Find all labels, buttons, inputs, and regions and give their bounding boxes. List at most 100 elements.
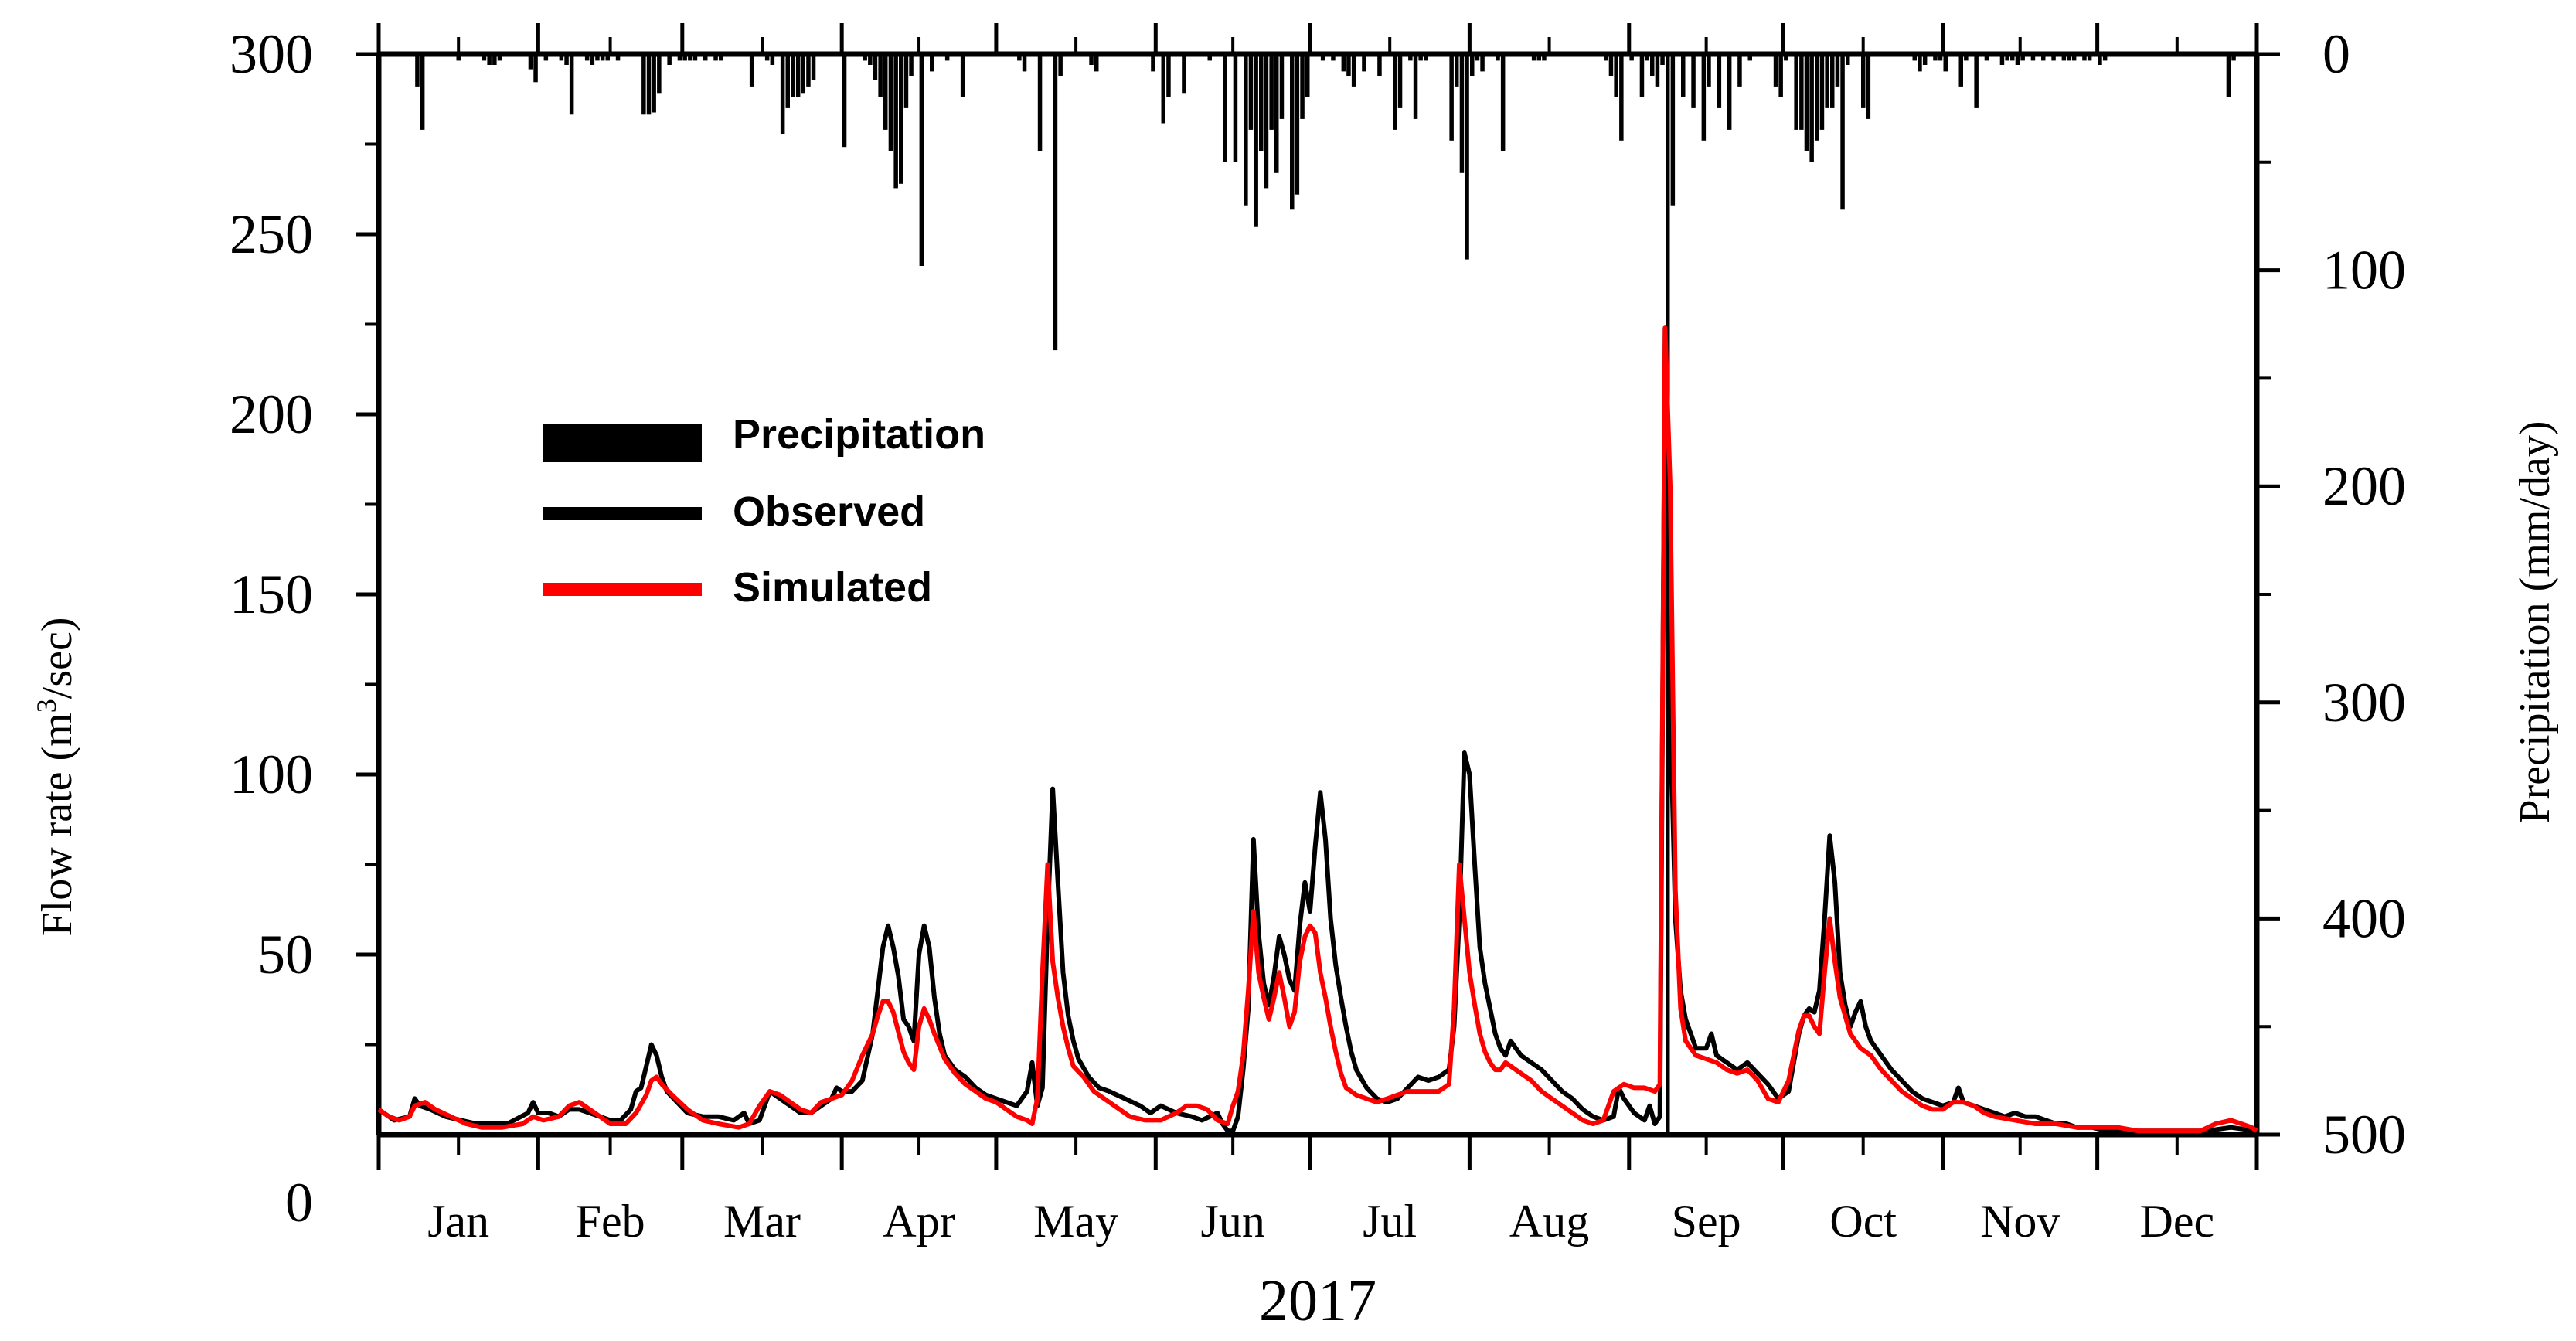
precipitation-bar-114 (1650, 54, 1655, 76)
precipitation-bar-160 (2051, 54, 2056, 61)
observed-line (377, 325, 2258, 1134)
right-axis-title: Precipitation (mm/day) (2511, 421, 2559, 824)
precipitation-bar-104 (1531, 54, 1536, 61)
precipitation-bar-161 (2061, 54, 2067, 61)
precipitation-bar-111 (1629, 54, 1634, 61)
precipitation-bar-151 (1974, 54, 1979, 108)
precipitation-bar-62 (1094, 54, 1099, 72)
precipitation-bar-16 (600, 54, 605, 61)
precipitation-bar-120 (1691, 54, 1696, 108)
precipitation-bar-121 (1701, 54, 1707, 141)
precipitation-bar-116 (1660, 54, 1665, 65)
precipitation-bar-125 (1737, 54, 1742, 87)
precipitation-bar-55 (960, 54, 965, 97)
legend-simulated-label: Simulated (733, 564, 932, 611)
month-label-aug: Aug (1509, 1196, 1589, 1247)
precipitation-bar-126 (1747, 54, 1752, 61)
precipitation-bar-38 (801, 54, 805, 94)
left-axis-title-post: /sec) (33, 618, 81, 699)
precipitation-bar-15 (595, 54, 600, 61)
precipitation-bar-109 (1614, 54, 1618, 97)
precipitation-bar-56 (1017, 54, 1022, 61)
month-label-feb: Feb (576, 1196, 645, 1247)
precipitation-bar-23 (667, 54, 672, 65)
precipitation-bar-94 (1424, 54, 1428, 61)
right-tick-label-3: 300 (2322, 672, 2406, 733)
precipitation-bar-134 (1815, 54, 1819, 141)
precipitation-bar-70 (1244, 54, 1248, 206)
precipitation-bar-156 (2015, 54, 2020, 65)
precipitation-bar-98 (1465, 54, 1469, 260)
right-tick-label-4: 400 (2322, 887, 2406, 949)
precipitation-bar-107 (1604, 54, 1608, 61)
precipitation-bar-118 (1670, 54, 1676, 206)
left-tick-label-2: 100 (230, 744, 313, 805)
left-axis-title: Flow rate (m3/sec) (31, 618, 81, 937)
precipitation-bar-12 (569, 54, 574, 115)
legend-precipitation-label: Precipitation (733, 411, 985, 458)
precipitation-bar-54 (944, 54, 950, 61)
precipitation-bar-97 (1459, 54, 1465, 173)
precipitation-bar-145 (1922, 54, 1928, 65)
precipitation-bar-3 (482, 54, 487, 61)
precipitation-bar-64 (1161, 54, 1165, 124)
precipitation-bar-86 (1351, 54, 1356, 87)
precipitation-bar-133 (1809, 54, 1814, 162)
tick-label-group: 0 50 100 150 200 250 300 0 100 200 300 400 500 Jan Feb… (230, 23, 2406, 1247)
precipitation-bar-58 (1037, 54, 1043, 151)
precipitation-bar-46 (883, 54, 888, 130)
precipitation-bar-128 (1778, 54, 1783, 97)
precipitation-bar-82 (1320, 54, 1325, 61)
precipitation-bar-42 (863, 54, 867, 61)
precipitation-bar-49 (899, 54, 903, 184)
precipitation-bar-148 (1943, 54, 1948, 72)
legend-observed-swatch (543, 507, 702, 520)
precipitation-bar-27 (692, 54, 698, 61)
precipitation-bar-37 (795, 54, 801, 97)
precipitation-bar-91 (1408, 54, 1413, 61)
precipitation-bar-135 (1819, 54, 1825, 130)
precipitation-bar-47 (888, 54, 893, 151)
precipitation-bar-110 (1619, 54, 1624, 141)
precipitation-bar-48 (893, 54, 898, 189)
precipitation-bar-168 (2226, 54, 2231, 97)
legend-precipitation-swatch (543, 424, 702, 462)
month-label-oct: Oct (1829, 1196, 1897, 1247)
precipitation-bar-69 (1233, 54, 1238, 162)
precipitation-bar-77 (1279, 54, 1285, 119)
precipitation-bar-39 (806, 54, 811, 87)
month-label-jun: Jun (1200, 1196, 1264, 1247)
right-tick-label-5: 500 (2322, 1104, 2406, 1166)
precipitation-bar-90 (1397, 54, 1403, 108)
precipitation-bar-149 (1958, 54, 1963, 87)
precipitation-bar-150 (1964, 54, 1969, 61)
precipitation-bar-105 (1536, 54, 1541, 61)
precipitation-bar-6 (497, 54, 502, 61)
precipitation-bar-157 (2020, 54, 2025, 61)
simulated-series (377, 325, 2258, 1134)
precipitation-bar-165 (2087, 54, 2092, 61)
precipitation-bar-25 (682, 54, 687, 61)
precipitation-bar-147 (1938, 54, 1943, 61)
precipitation-bar-146 (1933, 54, 1938, 61)
precipitation-bar-18 (615, 54, 621, 61)
precipitation-bar-112 (1639, 54, 1645, 97)
precipitation-bar-144 (1918, 54, 1922, 72)
precipitation-bar-115 (1655, 54, 1660, 87)
precipitation-bar-127 (1773, 54, 1778, 87)
right-tick-label-1: 100 (2322, 240, 2406, 301)
precipitation-bar-129 (1784, 54, 1788, 61)
precipitation-bar-83 (1331, 54, 1336, 61)
precipitation-bar-1 (420, 54, 425, 130)
precipitation-bar-124 (1727, 54, 1732, 130)
precipitation-bar-0 (415, 54, 420, 87)
precipitation-bar-163 (2071, 54, 2077, 61)
precipitation-bar-155 (2010, 54, 2015, 61)
month-label-mar: Mar (723, 1196, 801, 1247)
precipitation-bar-2 (456, 54, 461, 61)
precipitation-bar-132 (1804, 54, 1809, 151)
precipitation-bar-158 (2030, 54, 2036, 61)
precipitation-bar-123 (1717, 54, 1722, 108)
